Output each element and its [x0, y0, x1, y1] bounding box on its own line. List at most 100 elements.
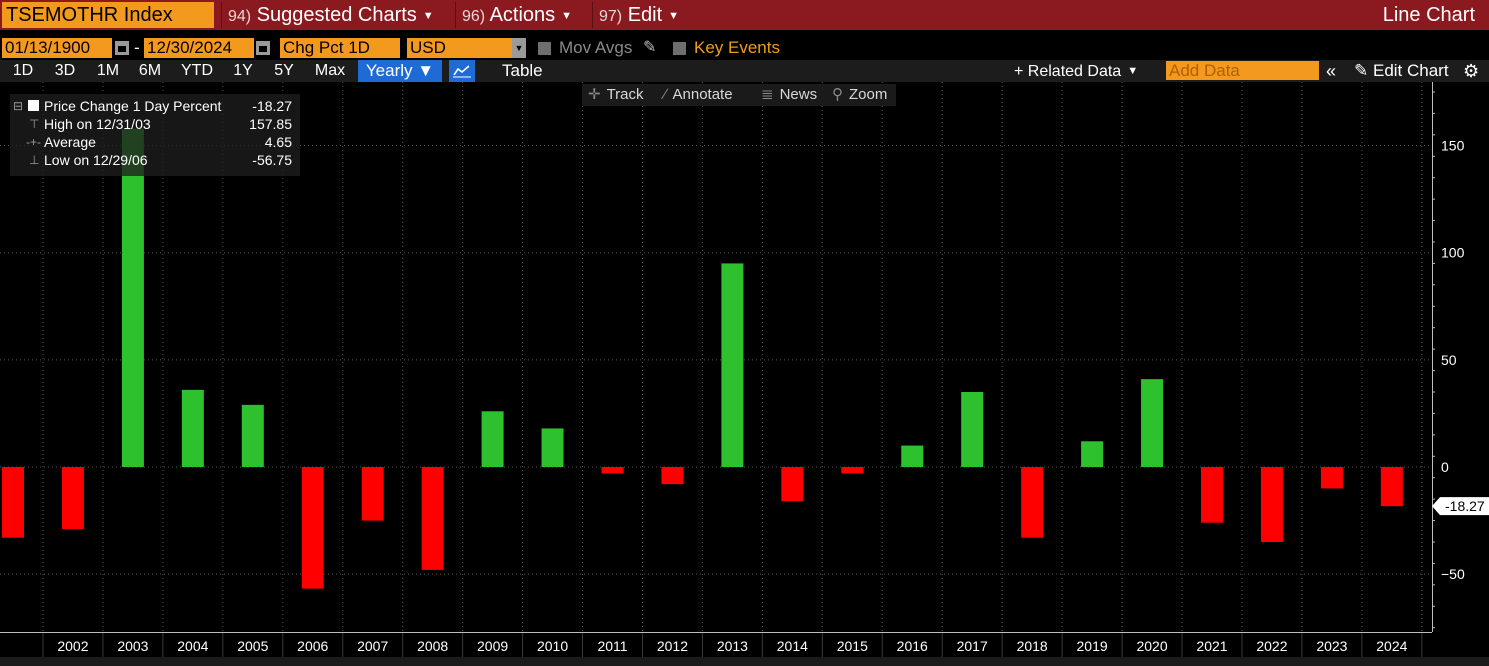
edit-chart-button[interactable]: ✎ Edit Chart: [1354, 60, 1449, 82]
x-axis: 2002 2003 2004 2005 2006 2007 2008 2009 2010 2011…: [0, 632, 1432, 657]
period-max[interactable]: Max: [314, 62, 346, 79]
annotate-button[interactable]: ∕ Annotate: [664, 84, 733, 106]
bar-2018[interactable]: [1021, 467, 1044, 538]
track-label: Track: [606, 86, 644, 103]
period-5y[interactable]: 5Y: [274, 62, 294, 79]
caret-down-icon: ▼: [668, 10, 680, 22]
x-tick-label: 2002: [57, 638, 88, 654]
key-events-label: Key Events: [694, 38, 780, 57]
x-tick-label: 2016: [897, 638, 928, 654]
dropdown-arrow-icon[interactable]: ▼: [512, 38, 526, 58]
ticker-field[interactable]: TSEMOTHR Index: [2, 2, 214, 28]
bar-2023[interactable]: [1320, 467, 1343, 489]
bar-2005[interactable]: [241, 404, 264, 467]
start-date-field[interactable]: 01/13/1900: [2, 38, 112, 58]
key-events-checkbox[interactable]: [673, 42, 686, 55]
x-tick-label: 2014: [777, 638, 808, 654]
suggested-charts-menu[interactable]: 94) Suggested Charts ▼: [221, 2, 440, 28]
bar-2012[interactable]: [661, 467, 684, 485]
bar-2010[interactable]: [541, 428, 564, 467]
mov-avgs-label: Mov Avgs: [559, 38, 633, 57]
average-icon: -+-: [26, 135, 41, 149]
period-6m[interactable]: 6M: [138, 62, 162, 79]
menu-label: Actions: [489, 4, 556, 26]
x-tick-label: 2015: [837, 638, 868, 654]
period-1y[interactable]: 1Y: [233, 62, 253, 79]
gear-icon[interactable]: ⚙: [1463, 61, 1480, 81]
bar-2013[interactable]: [721, 263, 744, 467]
x-tick-label: 2008: [417, 638, 448, 654]
bar-2020[interactable]: [1141, 379, 1164, 467]
period-3d[interactable]: 3D: [54, 62, 76, 79]
collapse-icon[interactable]: «: [1326, 61, 1337, 81]
high-value: 157.85: [249, 116, 292, 132]
collapse-legend-icon[interactable]: ⊟: [13, 99, 24, 113]
menu-number: 96): [462, 8, 486, 25]
bar-2004[interactable]: [181, 389, 204, 467]
x-tick-label: 2020: [1136, 638, 1167, 654]
low-icon: ⊥: [29, 153, 40, 167]
caret-down-icon: ▼: [1127, 65, 1139, 77]
date-separator: -: [134, 38, 140, 57]
menu-number: 97): [599, 8, 623, 25]
x-tick-label: 2023: [1316, 638, 1347, 654]
bar-2014[interactable]: [781, 467, 804, 502]
add-data-input[interactable]: [1166, 61, 1319, 80]
x-tick-label: 2007: [357, 638, 388, 654]
zoom-label: Zoom: [849, 86, 888, 103]
menu-label: Suggested Charts: [256, 4, 417, 26]
bar-2017[interactable]: [961, 391, 984, 467]
bar-2022[interactable]: [1260, 467, 1283, 543]
zoom-button[interactable]: ⚲ Zoom: [832, 84, 887, 106]
bars: [2, 128, 1403, 589]
bar-2006[interactable]: [301, 467, 324, 589]
last-value-marker: [1432, 497, 1489, 516]
pencil-icon[interactable]: ✎: [643, 39, 657, 56]
bar-2002[interactable]: [61, 467, 84, 530]
news-button[interactable]: ≣ News: [761, 84, 817, 106]
pencil-icon: ✎: [1354, 61, 1369, 80]
x-tick-label: 2021: [1196, 638, 1227, 654]
bar-2024[interactable]: [1380, 467, 1403, 507]
mov-avgs-checkbox[interactable]: [538, 42, 551, 55]
grid-lines: [0, 82, 1432, 632]
x-tick-label: 2004: [177, 638, 208, 654]
bar-2007[interactable]: [361, 467, 384, 521]
bar-2001[interactable]: [2, 467, 24, 538]
actions-menu[interactable]: 96) Actions ▼: [455, 2, 578, 28]
bar-2015[interactable]: [841, 467, 864, 474]
related-data-button[interactable]: + Related Data ▼: [1014, 60, 1138, 83]
end-date-field[interactable]: 12/30/2024: [144, 38, 254, 58]
table-button[interactable]: Table: [502, 61, 543, 80]
bar-2019[interactable]: [1081, 441, 1104, 467]
currency-selector[interactable]: USD: [407, 38, 512, 58]
menu-label: Edit: [627, 4, 663, 26]
line-chart-icon[interactable]: [449, 60, 475, 82]
bar-2003[interactable]: [121, 128, 144, 467]
bar-2008[interactable]: [421, 467, 444, 570]
y-tick-label: 100: [1441, 245, 1465, 261]
bar-2009[interactable]: [481, 411, 504, 467]
frequency-selector[interactable]: Yearly ▼: [358, 60, 442, 82]
title-bar: [0, 0, 1489, 30]
caret-down-icon: ▼: [561, 10, 573, 22]
period-1m[interactable]: 1M: [96, 62, 120, 79]
calendar-icon[interactable]: [256, 41, 270, 55]
y-tick-label: 0: [1441, 459, 1449, 475]
y-tick-label: 50: [1441, 352, 1457, 368]
x-tick-label: 2018: [1017, 638, 1048, 654]
annotate-icon: ∕: [664, 86, 667, 103]
track-button[interactable]: ✛ Track: [588, 84, 644, 106]
period-1d[interactable]: 1D: [12, 62, 34, 79]
last-value-label: -18.27: [1445, 498, 1485, 514]
low-value: -56.75: [252, 152, 292, 168]
period-ytd[interactable]: YTD: [181, 62, 213, 79]
calendar-icon[interactable]: [115, 41, 129, 55]
bar-2011[interactable]: [601, 467, 624, 474]
x-tick-label: 2022: [1256, 638, 1287, 654]
bar-2021[interactable]: [1201, 467, 1223, 523]
annotate-label: Annotate: [672, 86, 733, 103]
field-selector[interactable]: Chg Pct 1D: [280, 38, 400, 58]
edit-menu[interactable]: 97) Edit ▼: [592, 2, 685, 28]
bar-2016[interactable]: [901, 445, 924, 467]
